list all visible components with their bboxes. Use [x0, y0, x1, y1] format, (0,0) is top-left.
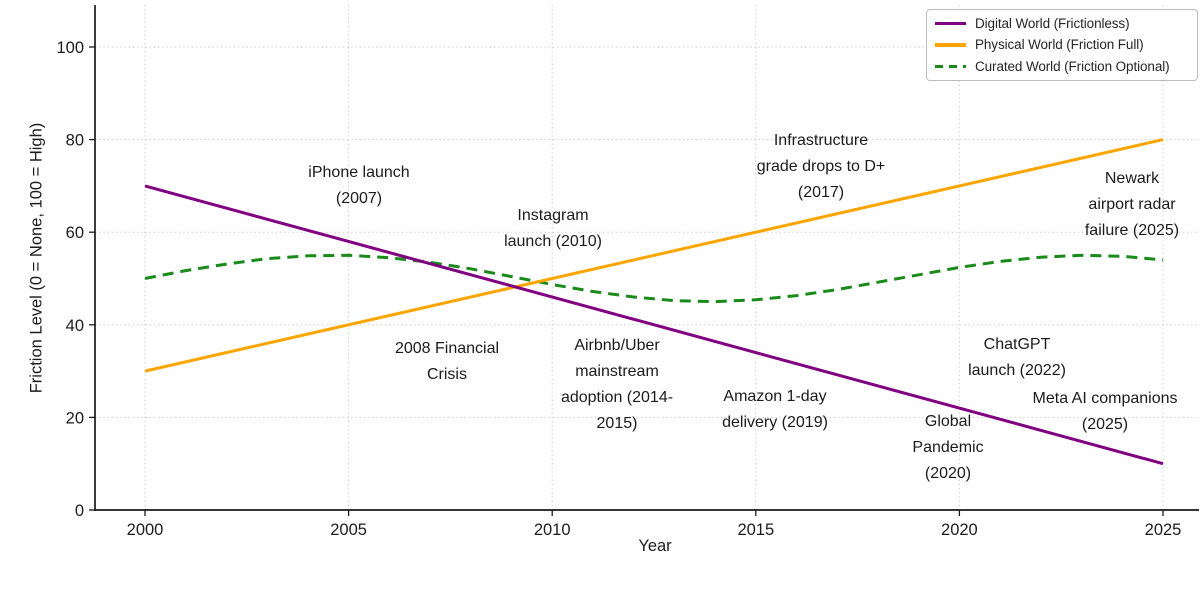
- physical-world-line-swatch: [935, 43, 966, 47]
- chart-annotation-6: Amazon 1-day delivery (2019): [722, 388, 828, 431]
- series-line-physical-world: [144, 138, 1164, 373]
- y-tick-label: 20: [66, 409, 84, 427]
- x-axis-label: Year: [638, 537, 672, 555]
- x-tick-label: 2025: [1145, 521, 1182, 539]
- gridlines: [95, 5, 1199, 510]
- y-tick-label: 0: [75, 502, 84, 520]
- chart-annotation-8: ChatGPT launch (2022): [968, 336, 1066, 379]
- chart-annotation-7: Global Pandemic (2020): [912, 413, 984, 482]
- chart-annotation-5: Airbnb/Uber mainstream adoption (2014- 2…: [560, 337, 674, 432]
- x-tick-label: 2005: [330, 521, 367, 539]
- x-tick-label: 2010: [534, 521, 571, 539]
- y-tick-label: 80: [66, 132, 84, 150]
- legend-item-label: Physical World (Friction Full): [975, 37, 1144, 53]
- legend: Digital World (Frictionless) Physical Wo…: [926, 9, 1198, 81]
- chart-annotation-2: Infrastructure grade drops to D+ (2017): [756, 132, 886, 201]
- legend-item-physical-world: Physical World (Friction Full): [935, 37, 1193, 52]
- series-line-curated-world: [144, 253, 1164, 304]
- series-line-digital-world: [144, 184, 1164, 466]
- y-tick-label: 60: [66, 224, 84, 242]
- x-tick-label: 2020: [941, 521, 978, 539]
- x-tick-label: 2000: [127, 521, 164, 539]
- curated-world-line-swatch: [935, 64, 966, 69]
- axes-spines: [94, 5, 1199, 511]
- chart-annotation-3: Newark airport radar failure (2025): [1084, 170, 1180, 239]
- chart-annotation-9: Meta AI companions (2025): [1032, 390, 1178, 433]
- chart-annotation-0: iPhone launch (2007): [308, 164, 410, 207]
- legend-item-label: Curated World (Friction Optional): [975, 58, 1170, 74]
- digital-world-line-swatch: [935, 21, 966, 26]
- chart-annotation-4: 2008 Financial Crisis: [394, 340, 500, 383]
- y-tick-label: 100: [56, 39, 84, 57]
- chart-annotation-1: Instagram launch (2010): [504, 207, 602, 250]
- tick-labels: 2000 2005 2010 2015 2020 2025 0 20 40 60 80 100: [56, 39, 1181, 539]
- legend-item-digital-world: Digital World (Frictionless): [935, 16, 1193, 31]
- y-axis-label: Friction Level (0 = None, 100 = High): [27, 122, 46, 394]
- y-tick-label: 40: [66, 317, 84, 335]
- legend-item-label: Digital World (Frictionless): [975, 16, 1130, 32]
- x-tick-label: 2015: [737, 521, 774, 539]
- legend-item-curated-world: Curated World (Friction Optional): [935, 59, 1193, 74]
